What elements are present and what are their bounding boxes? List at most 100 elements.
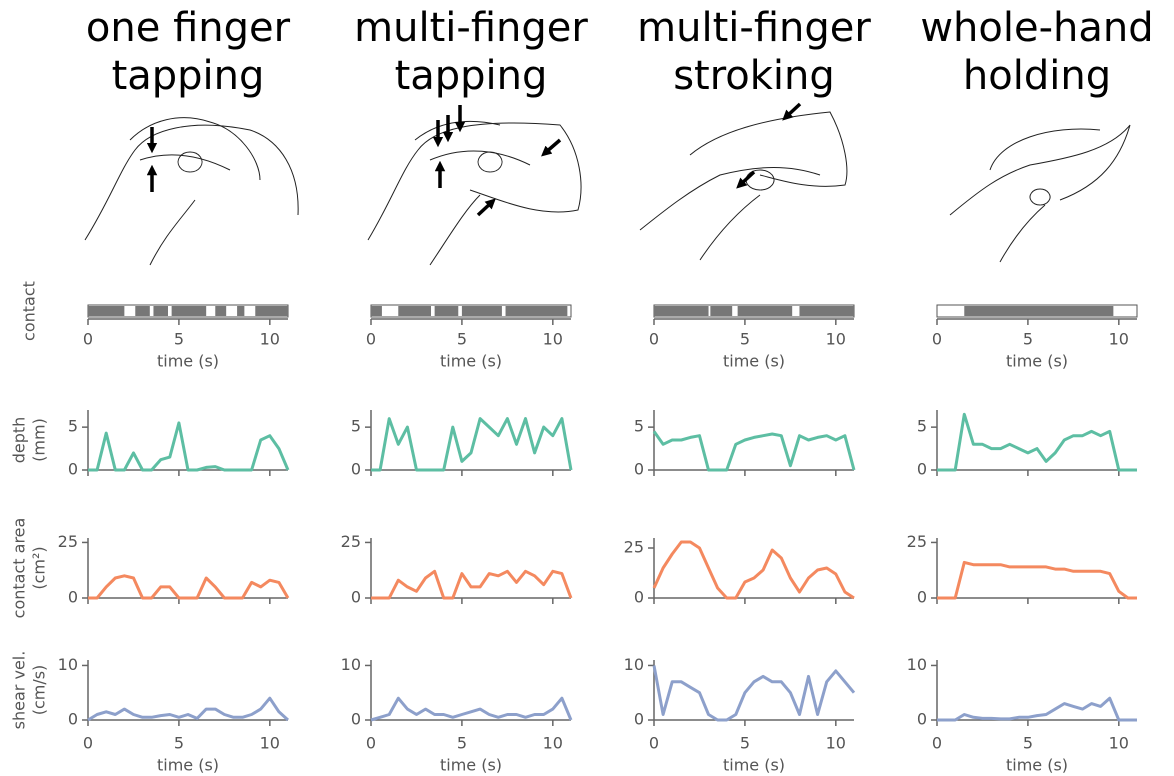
x-tick-label: 10 bbox=[1109, 330, 1129, 349]
y-tick-label: 0 bbox=[351, 460, 361, 479]
y-tick-label: 0 bbox=[917, 588, 927, 607]
illustration-holding bbox=[950, 125, 1130, 262]
column-title: holding bbox=[963, 53, 1111, 99]
x-tick-label: 5 bbox=[740, 330, 750, 349]
y-tick-label: 25 bbox=[907, 532, 927, 551]
x-tick-label: 10 bbox=[543, 330, 563, 349]
y-axis-label: (cm/s) bbox=[30, 665, 49, 716]
y-tick-label: 10 bbox=[58, 655, 78, 674]
data-line bbox=[88, 423, 288, 470]
data-line bbox=[654, 542, 854, 598]
contact-interval bbox=[398, 306, 431, 316]
column-title: stroking bbox=[673, 53, 835, 99]
data-line bbox=[654, 666, 854, 721]
y-tick-label: 0 bbox=[68, 710, 78, 729]
x-tick-label: 5 bbox=[457, 330, 467, 349]
y-axis-label: (mm) bbox=[30, 418, 49, 462]
y-tick-label: 25 bbox=[624, 538, 644, 557]
y-tick-label: 5 bbox=[917, 417, 927, 436]
y-tick-label: 5 bbox=[68, 417, 78, 436]
x-tick-label: 0 bbox=[83, 734, 93, 753]
x-tick-label: 5 bbox=[1023, 734, 1033, 753]
x-tick-label: 0 bbox=[932, 330, 942, 349]
y-tick-label: 5 bbox=[351, 417, 361, 436]
x-tick-label: 0 bbox=[932, 734, 942, 753]
x-axis-label: time (s) bbox=[723, 352, 785, 371]
x-axis-label: time (s) bbox=[157, 352, 219, 371]
contact-interval bbox=[237, 306, 244, 316]
column-title: tapping bbox=[112, 53, 265, 99]
illustration-stroking bbox=[640, 104, 847, 260]
y-tick-label: 0 bbox=[68, 460, 78, 479]
contact-interval bbox=[371, 306, 382, 316]
column-title: whole-hand bbox=[920, 5, 1153, 51]
x-axis-label: time (s) bbox=[1006, 352, 1068, 371]
y-axis-label: contact bbox=[20, 281, 39, 341]
data-line bbox=[937, 562, 1137, 598]
data-line bbox=[937, 414, 1137, 470]
data-line bbox=[371, 698, 571, 720]
contact-interval bbox=[964, 306, 1113, 316]
y-axis-label: depth bbox=[10, 417, 29, 464]
y-tick-label: 0 bbox=[917, 710, 927, 729]
x-axis-label: time (s) bbox=[723, 756, 785, 775]
contact-interval bbox=[255, 306, 288, 316]
x-tick-label: 10 bbox=[260, 734, 280, 753]
y-tick-label: 0 bbox=[351, 588, 361, 607]
y-tick-label: 25 bbox=[341, 532, 361, 551]
column-title: tapping bbox=[395, 53, 548, 99]
data-line bbox=[371, 419, 571, 470]
data-line bbox=[88, 698, 288, 720]
x-tick-label: 5 bbox=[1023, 330, 1033, 349]
y-tick-label: 0 bbox=[68, 588, 78, 607]
contact-interval bbox=[215, 306, 226, 316]
column-title: multi-finger bbox=[354, 5, 588, 51]
contact-interval bbox=[435, 306, 459, 316]
x-tick-label: 5 bbox=[740, 734, 750, 753]
x-axis-label: time (s) bbox=[157, 756, 219, 775]
x-tick-label: 5 bbox=[174, 330, 184, 349]
contact-interval bbox=[88, 306, 124, 316]
data-line bbox=[88, 576, 288, 598]
x-tick-label: 10 bbox=[826, 734, 846, 753]
x-tick-label: 0 bbox=[649, 330, 659, 349]
column-title: multi-finger bbox=[637, 5, 871, 51]
data-line bbox=[937, 698, 1137, 720]
contact-interval bbox=[799, 306, 854, 316]
contact-interval bbox=[506, 306, 568, 316]
column-title: one finger bbox=[86, 5, 291, 51]
y-tick-label: 0 bbox=[917, 460, 927, 479]
y-tick-label: 5 bbox=[634, 417, 644, 436]
contact-interval bbox=[135, 306, 150, 316]
x-tick-label: 0 bbox=[83, 330, 93, 349]
y-tick-label: 10 bbox=[341, 655, 361, 674]
x-axis-label: time (s) bbox=[440, 352, 502, 371]
x-tick-label: 10 bbox=[1109, 734, 1129, 753]
x-tick-label: 10 bbox=[543, 734, 563, 753]
x-axis-label: time (s) bbox=[440, 756, 502, 775]
contact-interval bbox=[738, 306, 793, 316]
y-axis-label: contact area bbox=[10, 518, 29, 619]
contact-interval bbox=[654, 306, 709, 316]
x-tick-label: 5 bbox=[174, 734, 184, 753]
figure: one fingertappingcontact0510time (s)dept… bbox=[0, 0, 1174, 776]
contact-interval bbox=[153, 306, 168, 316]
y-axis-label: (cm²) bbox=[30, 546, 49, 589]
x-tick-label: 5 bbox=[457, 734, 467, 753]
y-tick-label: 10 bbox=[624, 655, 644, 674]
data-line bbox=[371, 571, 571, 598]
y-axis-label: shear vel. bbox=[10, 651, 29, 730]
contact-interval bbox=[462, 306, 502, 316]
y-tick-label: 25 bbox=[58, 532, 78, 551]
x-tick-label: 10 bbox=[260, 330, 280, 349]
contact-interval bbox=[172, 306, 207, 316]
y-tick-label: 0 bbox=[634, 588, 644, 607]
y-tick-label: 10 bbox=[907, 655, 927, 674]
y-tick-label: 0 bbox=[634, 710, 644, 729]
illustration-one-finger bbox=[85, 118, 298, 265]
y-tick-label: 0 bbox=[351, 710, 361, 729]
contact-interval bbox=[710, 306, 732, 316]
y-tick-label: 0 bbox=[634, 460, 644, 479]
data-line bbox=[654, 431, 854, 470]
x-axis-label: time (s) bbox=[1006, 756, 1068, 775]
